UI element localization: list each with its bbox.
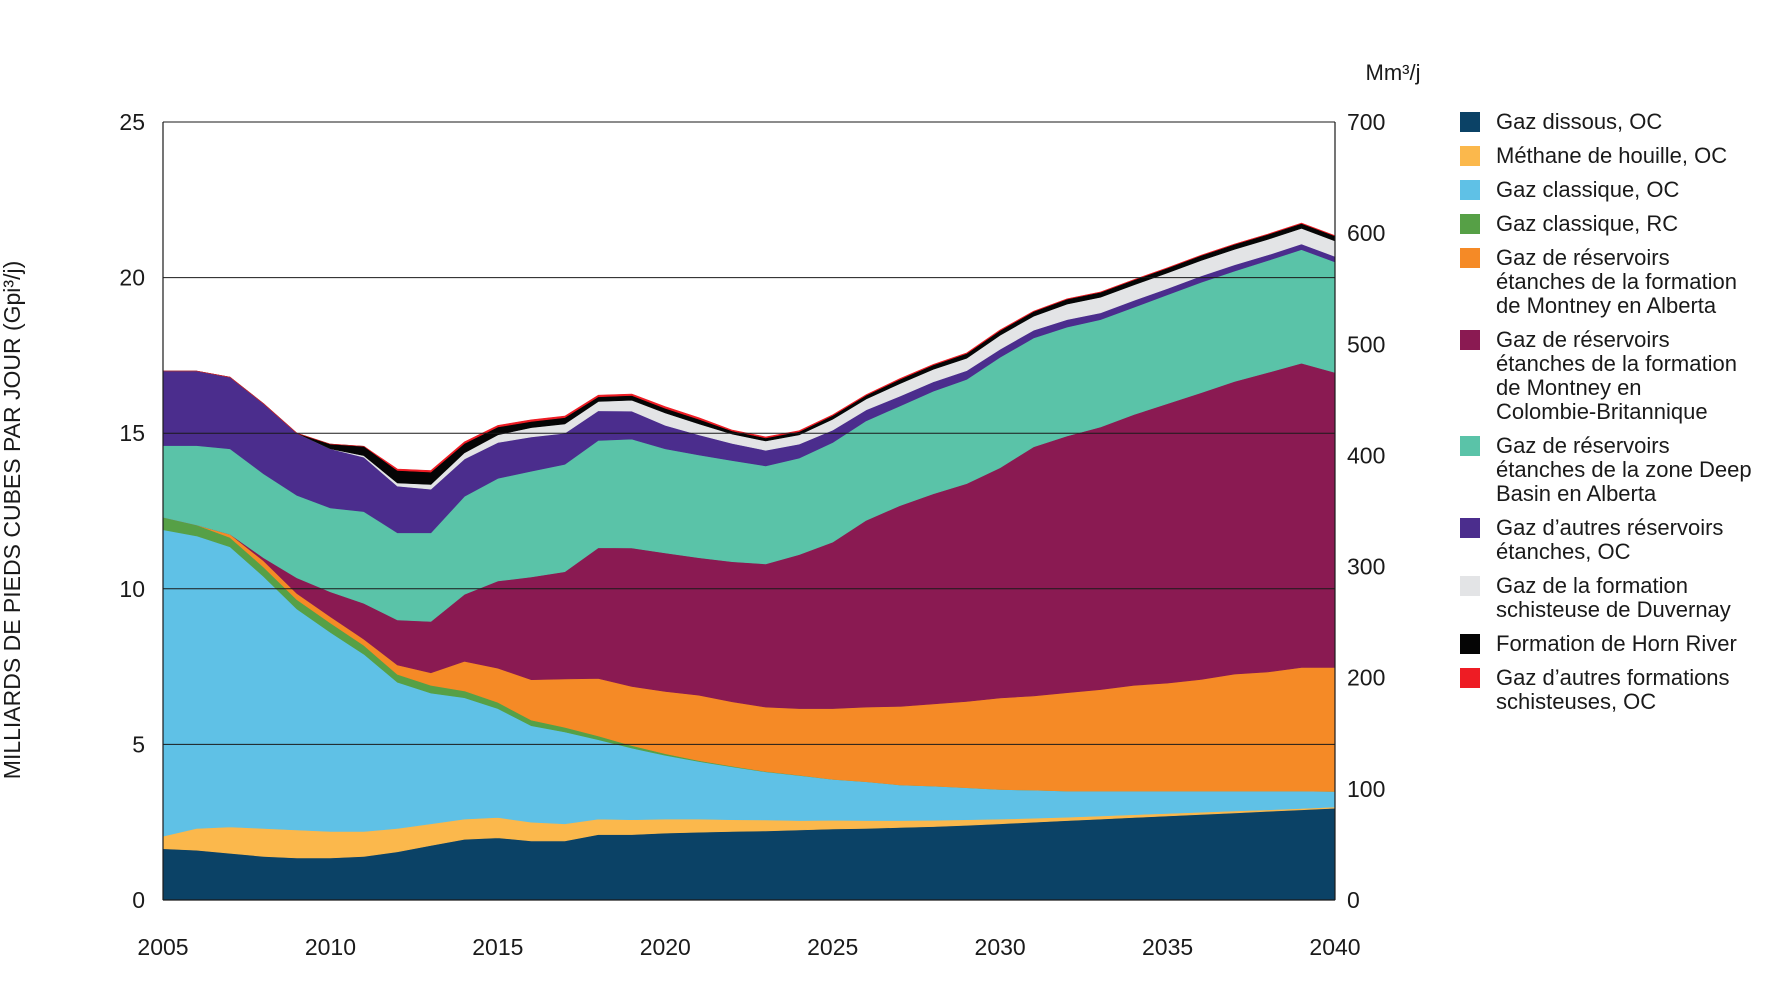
legend-item: Gaz de réservoirs étanches de la formati… — [1460, 328, 1770, 424]
legend-label: Méthane de houille, OC — [1496, 143, 1728, 168]
axes — [162, 122, 1336, 901]
legend-label: Gaz dissous, OC — [1496, 109, 1663, 134]
x-tick-label: 2030 — [975, 934, 1026, 960]
y2-tick-label: 400 — [1347, 442, 1385, 468]
legend-item: Formation de Horn River — [1460, 632, 1770, 656]
x-tick-label: 2010 — [305, 934, 356, 960]
x-tick-label: 2015 — [472, 934, 523, 960]
y-tick-label: 0 — [132, 887, 145, 913]
y-axis-title: MILLIARDS DE PIEDS CUBES PAR JOUR (Gpi³/… — [0, 261, 25, 779]
legend-swatch — [1460, 112, 1480, 132]
legend-swatch — [1460, 214, 1480, 234]
legend-label: Gaz de la formation schisteuse de Duvern… — [1496, 573, 1731, 622]
y2-tick-label: 600 — [1347, 220, 1385, 246]
legend-label: Gaz d’autres réservoirs étanches, OC — [1496, 515, 1724, 564]
legend-label: Gaz de réservoirs étanches de la formati… — [1496, 327, 1737, 424]
legend-item: Gaz de la formation schisteuse de Duvern… — [1460, 574, 1770, 622]
legend-item: Gaz dissous, OC — [1460, 110, 1770, 134]
legend-label: Gaz classique, RC — [1496, 211, 1679, 236]
legend-item: Gaz d’autres réservoirs étanches, OC — [1460, 516, 1770, 564]
y2-axis-unit-label: Mm³/j — [1366, 60, 1421, 85]
x-tick-label: 2035 — [1142, 934, 1193, 960]
legend-label: Formation de Horn River — [1496, 631, 1737, 656]
legend-item: Gaz d’autres formations schisteuses, OC — [1460, 666, 1770, 714]
legend-swatch — [1460, 576, 1480, 596]
legend-swatch — [1460, 518, 1480, 538]
x-tick-label: 2025 — [807, 934, 858, 960]
legend-swatch — [1460, 436, 1480, 456]
y-tick-label: 20 — [119, 265, 145, 291]
y2-tick-label: 200 — [1347, 665, 1385, 691]
legend-label: Gaz de réservoirs étanches de la formati… — [1496, 245, 1737, 318]
legend-label: Gaz classique, OC — [1496, 177, 1680, 202]
y2-tick-label: 700 — [1347, 109, 1385, 135]
gridlines — [163, 121, 1335, 745]
legend-label: Gaz de réservoirs étanches de la zone De… — [1496, 433, 1752, 506]
y-tick-label: 15 — [119, 420, 145, 446]
legend-item: Méthane de houille, OC — [1460, 144, 1770, 168]
legend-item: Gaz de réservoirs étanches de la formati… — [1460, 246, 1770, 318]
legend-swatch — [1460, 634, 1480, 654]
y2-tick-label: 500 — [1347, 331, 1385, 357]
legend-label: Gaz d’autres formations schisteuses, OC — [1496, 665, 1730, 714]
legend-swatch — [1460, 146, 1480, 166]
x-tick-label: 2040 — [1309, 934, 1360, 960]
legend-swatch — [1460, 668, 1480, 688]
y-tick-label: 10 — [119, 576, 145, 602]
legend-item: Gaz classique, OC — [1460, 178, 1770, 202]
legend-swatch — [1460, 330, 1480, 350]
area-series-group — [162, 222, 1336, 901]
y2-tick-label: 100 — [1347, 776, 1385, 802]
legend: Gaz dissous, OC Méthane de houille, OC Gaz… — [1460, 110, 1770, 724]
legend-item: Gaz de réservoirs étanches de la zone De… — [1460, 434, 1770, 506]
y2-tick-label: 0 — [1347, 887, 1360, 913]
legend-swatch — [1460, 180, 1480, 200]
y2-tick-label: 300 — [1347, 554, 1385, 580]
y-tick-label: 25 — [119, 109, 145, 135]
x-tick-label: 2020 — [640, 934, 691, 960]
legend-swatch — [1460, 248, 1480, 268]
legend-item: Gaz classique, RC — [1460, 212, 1770, 236]
x-tick-label: 2005 — [137, 934, 188, 960]
y-tick-label: 5 — [132, 731, 145, 757]
